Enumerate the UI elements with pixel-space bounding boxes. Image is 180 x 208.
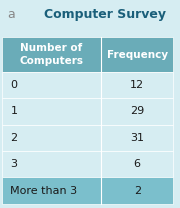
Text: 31: 31: [130, 133, 144, 143]
Text: Number of
Computers: Number of Computers: [20, 43, 84, 66]
FancyBboxPatch shape: [2, 37, 173, 72]
Text: 3: 3: [10, 159, 17, 169]
Text: 6: 6: [134, 159, 141, 169]
Text: 29: 29: [130, 106, 144, 116]
Text: 12: 12: [130, 80, 144, 90]
Text: 2: 2: [134, 186, 141, 196]
Text: Computer Survey: Computer Survey: [44, 8, 166, 21]
FancyBboxPatch shape: [2, 177, 173, 204]
FancyBboxPatch shape: [2, 151, 173, 177]
FancyBboxPatch shape: [2, 72, 173, 98]
FancyBboxPatch shape: [2, 98, 173, 125]
Text: 1: 1: [10, 106, 17, 116]
Text: More than 3: More than 3: [10, 186, 78, 196]
Text: a: a: [7, 8, 15, 21]
FancyBboxPatch shape: [2, 125, 173, 151]
Text: 0: 0: [10, 80, 17, 90]
Text: Frequency: Frequency: [107, 50, 168, 60]
Text: 2: 2: [10, 133, 18, 143]
